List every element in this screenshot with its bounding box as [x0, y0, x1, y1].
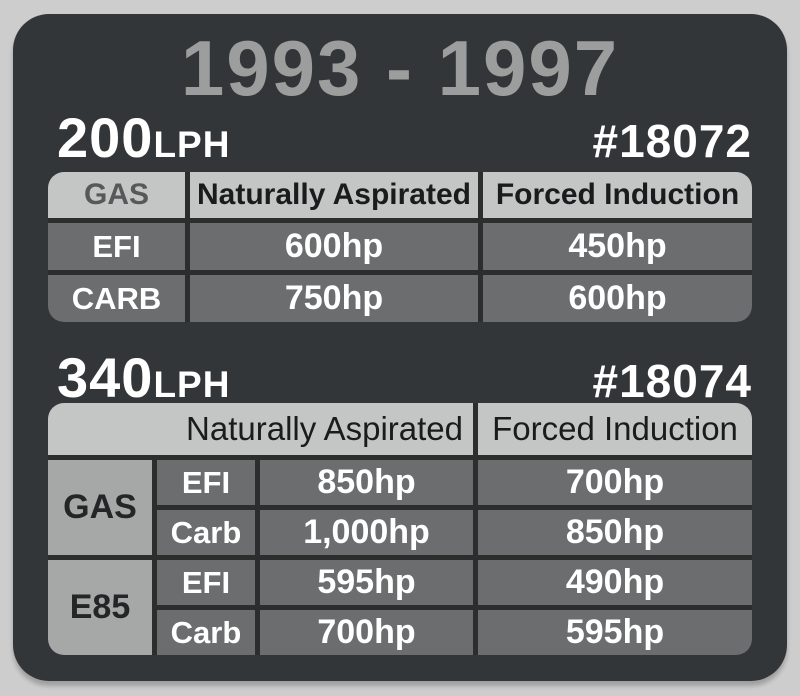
table2-e85-carb-na-value: 700hp	[260, 610, 473, 655]
table1-carb-fi-value: 600hp	[483, 275, 752, 322]
table1-header-naturally-aspirated: Naturally Aspirated	[190, 172, 478, 218]
table2-e85-efi-na-value: 595hp	[260, 560, 473, 605]
table2-gas-carb-label: Carb	[157, 510, 255, 555]
table2-header-naturally-aspirated: Naturally Aspirated	[48, 403, 473, 455]
table2-gas-carb-na-value: 1,000hp	[260, 510, 473, 555]
table1-carb-na-value: 750hp	[190, 275, 478, 322]
spec-table-200lph: GAS Naturally Aspirated Forced Induction…	[48, 172, 752, 322]
table1-row-efi-label: EFI	[48, 223, 185, 270]
spec-table-340lph: Naturally Aspirated Forced Induction GAS…	[48, 403, 752, 655]
pump-340-header: 340 LPH #18074	[57, 350, 752, 406]
table2-gas-efi-fi-value: 700hp	[478, 460, 752, 505]
flow-rate-unit-340: LPH	[153, 364, 231, 405]
table2-e85-carb-label: Carb	[157, 610, 255, 655]
table2-header-forced-induction: Forced Induction	[478, 403, 752, 455]
part-number-18074: #18074	[592, 355, 752, 407]
flow-rate-unit-200: LPH	[153, 124, 231, 165]
table1-efi-na-value: 600hp	[190, 223, 478, 270]
table2-fuel-e85-label: E85	[48, 560, 152, 655]
table2-e85-carb-fi-value: 595hp	[478, 610, 752, 655]
table2-e85-efi-label: EFI	[157, 560, 255, 605]
table1-header-gas: GAS	[48, 172, 185, 218]
table2-gas-efi-label: EFI	[157, 460, 255, 505]
table2-fuel-gas-label: GAS	[48, 460, 152, 555]
table2-gas-efi-na-value: 850hp	[260, 460, 473, 505]
pump-200-header: 200 LPH #18072	[57, 110, 752, 166]
table2-gas-carb-fi-value: 850hp	[478, 510, 752, 555]
table1-row-carb-label: CARB	[48, 275, 185, 322]
table2-e85-efi-fi-value: 490hp	[478, 560, 752, 605]
year-range-title: 1993 - 1997	[180, 24, 620, 112]
flow-rate-200: 200	[57, 106, 154, 169]
spec-panel: 1993 - 1997 200 LPH #18072 GAS Naturally…	[13, 14, 787, 681]
flow-rate-340: 340	[57, 346, 154, 409]
table1-efi-fi-value: 450hp	[483, 223, 752, 270]
part-number-18072: #18072	[592, 115, 752, 167]
table1-header-forced-induction: Forced Induction	[483, 172, 752, 218]
